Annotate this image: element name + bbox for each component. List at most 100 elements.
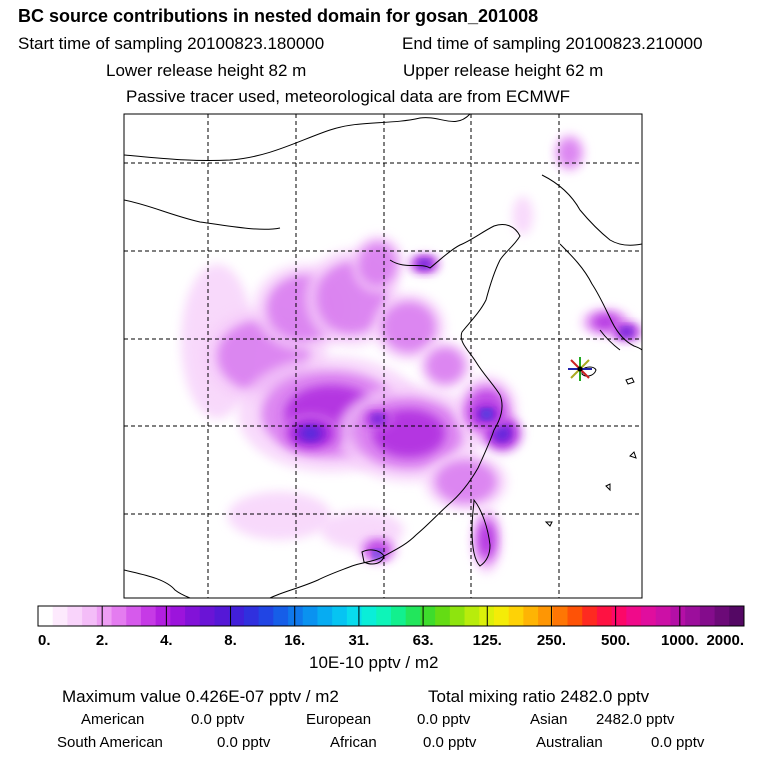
colorbar-swatch xyxy=(420,606,436,626)
colorbar-swatch xyxy=(67,606,83,626)
colorbar-swatch xyxy=(538,606,554,626)
concentration-patch xyxy=(434,460,497,504)
colorbar-swatch xyxy=(332,606,348,626)
colorbar-tick-label: 4. xyxy=(160,632,173,649)
colorbar-swatch xyxy=(685,606,701,626)
colorbar-swatch xyxy=(729,606,745,626)
colorbar-swatch xyxy=(582,606,598,626)
concentration-patch xyxy=(592,314,619,330)
colorbar-swatch xyxy=(96,606,113,626)
colorbar-swatch xyxy=(641,606,657,626)
colorbar-swatch xyxy=(596,606,613,626)
colorbar-swatch xyxy=(655,606,671,626)
colorbar-swatch xyxy=(302,606,318,626)
colorbar-tick-label: 2000. xyxy=(706,632,744,649)
colorbar-swatch xyxy=(523,606,539,626)
total-mixing-text: Total mixing ratio 2482.0 pptv xyxy=(428,687,650,706)
region-value-african: 0.0 pptv xyxy=(423,734,477,751)
region-value-american: 0.0 pptv xyxy=(191,711,245,728)
colorbar-tick-label: 8. xyxy=(224,632,237,649)
concentration-patch xyxy=(425,347,465,384)
colorbar-swatch xyxy=(317,606,333,626)
colorbar-swatch xyxy=(258,606,274,626)
region-name-european: European xyxy=(306,711,372,728)
colorbar-tick-label: 0. xyxy=(38,632,51,649)
colorbar-swatch xyxy=(508,606,524,626)
region-name-african: African xyxy=(330,734,377,751)
colorbar-swatch xyxy=(464,606,480,626)
colorbar-swatch xyxy=(449,606,466,626)
colorbar-swatch xyxy=(52,606,68,626)
region-name-australian: Australian xyxy=(536,734,603,751)
colorbar-swatch xyxy=(38,606,54,626)
concentration-patch xyxy=(227,491,332,540)
start-time-label: Start time of sampling 20100823.180000 xyxy=(18,34,325,53)
concentration-patch xyxy=(478,522,495,557)
colorbar xyxy=(37,605,745,627)
colorbar-swatch xyxy=(170,606,186,626)
colorbar-tick-label: 1000. xyxy=(661,632,699,649)
colorbar-swatch xyxy=(214,606,230,626)
colorbar-swatch xyxy=(670,606,686,626)
colorbar-tick-labels: 0. 2. 4. 8. 16. 31. 63. 125. 250. 500. 1000. 2000. xyxy=(37,606,745,649)
colorbar-swatch xyxy=(552,606,568,626)
colorbar-tick-label: 16. xyxy=(284,632,305,649)
colorbar-tick-label: 250. xyxy=(537,632,566,649)
concentration-patch xyxy=(302,428,319,439)
colorbar-tick-label: 500. xyxy=(601,632,630,649)
colorbar-tick-label: 2. xyxy=(96,632,109,649)
colorbar-swatch xyxy=(567,606,583,626)
region-value-european: 0.0 pptv xyxy=(417,711,471,728)
colorbar-swatch xyxy=(111,606,127,626)
colorbar-swatch xyxy=(140,606,157,626)
chart-title: BC source contributions in nested domain… xyxy=(18,6,539,26)
region-name-asian: Asian xyxy=(530,711,568,728)
upper-release-label: Upper release height 62 m xyxy=(403,61,604,80)
colorbar-unit-label: 10E-10 pptv / m2 xyxy=(309,653,439,672)
region-value-asian: 2482.0 pptv xyxy=(596,711,675,728)
max-value-text: Maximum value 0.426E-07 pptv / m2 xyxy=(62,687,339,706)
colorbar-swatch xyxy=(346,606,363,626)
lower-release-label: Lower release height 82 m xyxy=(106,61,307,80)
concentration-patch xyxy=(358,242,398,286)
colorbar-swatch xyxy=(361,606,377,626)
colorbar-swatch xyxy=(82,606,98,626)
colorbar-swatch xyxy=(405,606,421,626)
end-time-label: End time of sampling 20100823.210000 xyxy=(402,34,703,53)
region-name-south-american: South American xyxy=(57,734,163,751)
colorbar-tick-label: 63. xyxy=(413,632,434,649)
colorbar-swatch xyxy=(435,606,451,626)
region-name-american: American xyxy=(81,711,145,728)
concentration-patch xyxy=(512,196,534,235)
concentration-patch xyxy=(373,415,382,422)
colorbar-tick-label: 31. xyxy=(348,632,369,649)
grid-lines xyxy=(124,114,642,598)
colorbar-tick-label: 125. xyxy=(473,632,502,649)
colorbar-swatch xyxy=(243,606,260,626)
colorbar-swatch xyxy=(714,606,730,626)
colorbar-swatch xyxy=(229,606,245,626)
region-value-south-american: 0.0 pptv xyxy=(217,734,271,751)
concentration-patch xyxy=(374,551,381,558)
colorbar-swatch xyxy=(626,606,642,626)
colorbar-swatch xyxy=(199,606,215,626)
colorbar-swatch xyxy=(376,606,392,626)
region-value-australian: 0.0 pptv xyxy=(651,734,705,751)
concentration-patch xyxy=(622,328,631,335)
colorbar-swatch xyxy=(185,606,201,626)
concentration-patch xyxy=(483,411,490,418)
colorbar-swatch xyxy=(126,606,142,626)
tracer-note: Passive tracer used, meteorological data… xyxy=(126,87,571,106)
coastline-map xyxy=(124,114,642,598)
colorbar-swatch xyxy=(699,606,716,626)
concentration-patch xyxy=(496,428,508,439)
concentration-patch xyxy=(381,301,437,353)
colorbar-swatch xyxy=(493,606,510,626)
colorbar-swatch xyxy=(273,606,289,626)
colorbar-swatch xyxy=(288,606,304,626)
colorbar-swatch xyxy=(611,606,627,626)
concentration-patch xyxy=(557,138,582,168)
gosan-receptor-star xyxy=(568,357,592,381)
colorbar-swatch xyxy=(155,606,171,626)
